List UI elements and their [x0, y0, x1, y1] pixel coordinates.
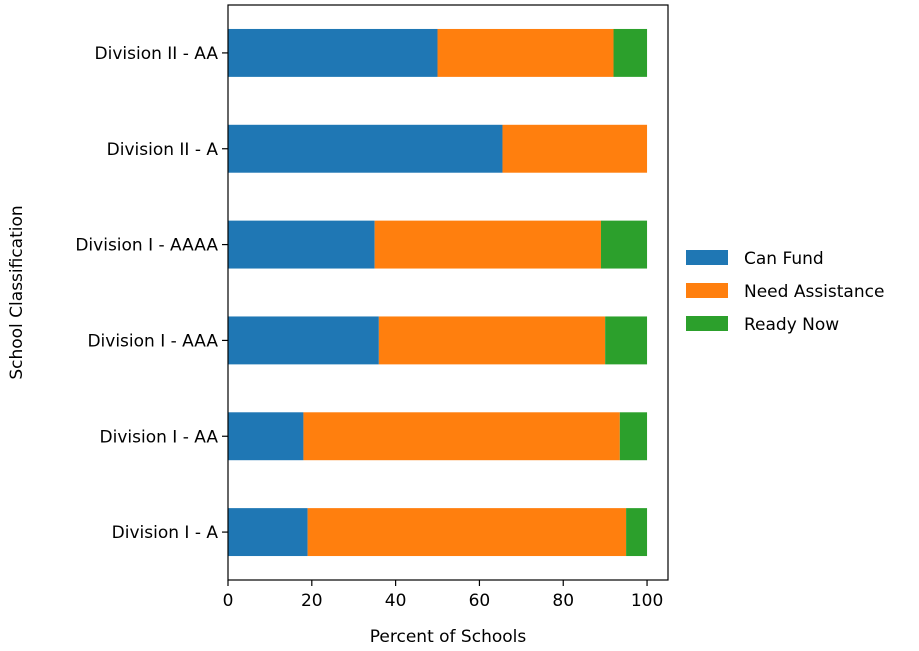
bar-can-fund-5	[228, 28, 438, 77]
legend-label: Need Assistance	[744, 282, 884, 302]
bar-ready-now-3	[600, 220, 648, 269]
y-axis: Division I - A Division I - AA Division I …	[75, 44, 228, 543]
bar-need-assistance-4	[502, 124, 648, 173]
bar-can-fund-0	[228, 508, 308, 557]
bar-ready-now-1	[619, 412, 648, 461]
x-tick-label: 20	[301, 591, 323, 611]
legend: Can Fund Need Assistance Ready Now	[686, 249, 884, 335]
x-tick-label: 60	[469, 591, 491, 611]
x-axis-label: Percent of Schools	[370, 627, 527, 647]
legend-swatch-ready-now	[686, 316, 728, 331]
plot-frame	[227, 4, 669, 581]
y-tick-label: Division II - AA	[95, 44, 219, 64]
legend-swatch-need-assistance	[686, 283, 728, 298]
bar-need-assistance-5	[437, 28, 614, 77]
x-tick-label: 100	[631, 591, 663, 611]
x-axis: 0 20 40 60 80 100	[223, 580, 663, 611]
bar-can-fund-2	[228, 316, 379, 365]
x-tick-label: 0	[223, 591, 234, 611]
bar-ready-now-2	[605, 316, 648, 365]
bar-can-fund-1	[228, 412, 304, 461]
bar-need-assistance-2	[378, 316, 606, 365]
y-tick-label: Division I - AAAA	[75, 236, 218, 256]
y-tick-label: Division I - AAA	[87, 331, 218, 351]
y-tick-label: Division I - AA	[100, 427, 219, 447]
x-tick-label: 40	[385, 591, 407, 611]
y-tick-label: Division II - A	[107, 140, 219, 160]
legend-label: Can Fund	[744, 249, 824, 269]
y-axis-label: School Classification	[7, 205, 27, 379]
bar-can-fund-4	[228, 124, 503, 173]
bar-need-assistance-0	[307, 508, 627, 557]
bar-need-assistance-3	[374, 220, 601, 269]
legend-swatch-can-fund	[686, 250, 728, 265]
y-tick-label: Division I - A	[112, 523, 219, 543]
bars-layer	[228, 28, 648, 557]
legend-label: Ready Now	[744, 315, 839, 335]
bar-ready-now-0	[626, 508, 648, 557]
x-tick-label: 80	[552, 591, 574, 611]
bar-need-assistance-1	[303, 412, 620, 461]
bar-can-fund-3	[228, 220, 375, 269]
bar-ready-now-5	[613, 28, 648, 77]
